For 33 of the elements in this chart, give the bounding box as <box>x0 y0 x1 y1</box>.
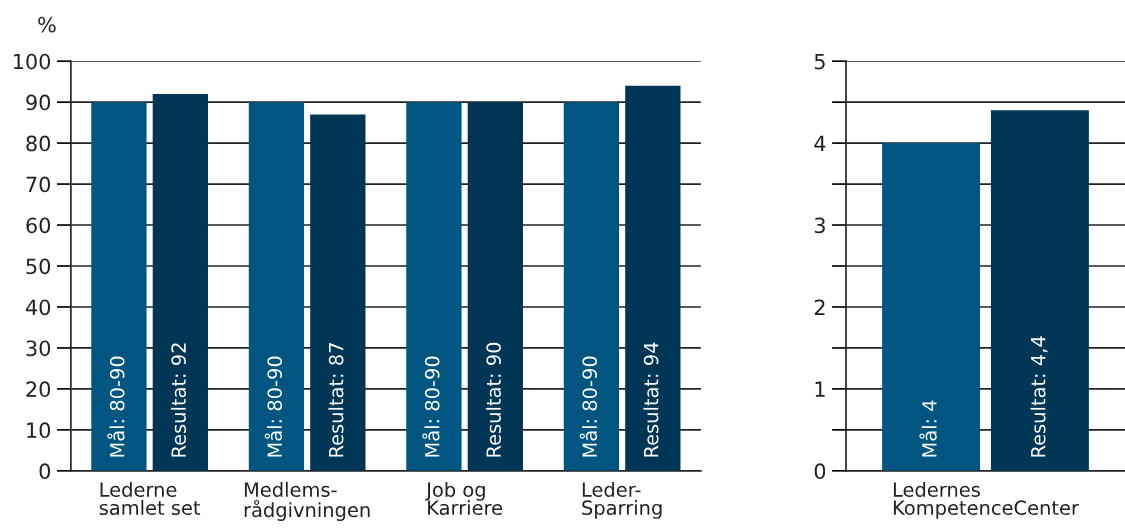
x-tick-label: Lederne samlet set <box>99 481 201 516</box>
data-label: Mål: 80-90 <box>107 356 125 457</box>
data-label: Resultat: 94 <box>643 342 659 457</box>
y-tick-label: 60 <box>26 217 51 234</box>
y-tick-label: 50 <box>26 258 51 275</box>
y-tick-label: 80 <box>26 135 51 152</box>
y-tick-label: 5 <box>814 53 825 70</box>
y-tick-label: 100 <box>13 53 51 70</box>
y-tick-label: 0 <box>39 463 51 480</box>
y-tick-label: 40 <box>25 299 51 316</box>
y-tick-label: 10 <box>27 422 51 439</box>
data-label: Resultat: 92 <box>170 343 186 457</box>
x-tick-label: Job og Karriere <box>425 481 503 516</box>
y-axis-title: % <box>38 16 56 33</box>
y-tick-label: 3 <box>814 217 825 234</box>
data-label: Mål: 80-90 <box>264 356 283 457</box>
y-tick-label: 4 <box>814 135 826 152</box>
data-label: Mål: 4 <box>919 400 937 457</box>
data-label: Mål: 80-90 <box>422 356 440 457</box>
y-tick-label: 20 <box>26 381 51 398</box>
x-tick-label: Ledernes KompetenceCenter <box>893 481 1079 519</box>
y-tick-label: 1 <box>815 381 825 397</box>
x-tick-label: Leder- Sparring <box>582 481 662 519</box>
data-label: Resultat: 90 <box>485 342 501 457</box>
y-tick-label: 30 <box>26 340 51 357</box>
x-tick-label: Medlems- rådgivningen <box>244 481 370 522</box>
y-tick-label: 70 <box>26 176 51 193</box>
y-tick-label: 2 <box>814 299 825 315</box>
data-label: Resultat: 4,4 <box>1030 336 1048 457</box>
data-label: Mål: 80-90 <box>579 356 598 457</box>
y-tick-label: 0 <box>814 463 826 480</box>
data-label: Resultat: 87 <box>328 343 344 457</box>
y-tick-label: 90 <box>26 94 51 111</box>
